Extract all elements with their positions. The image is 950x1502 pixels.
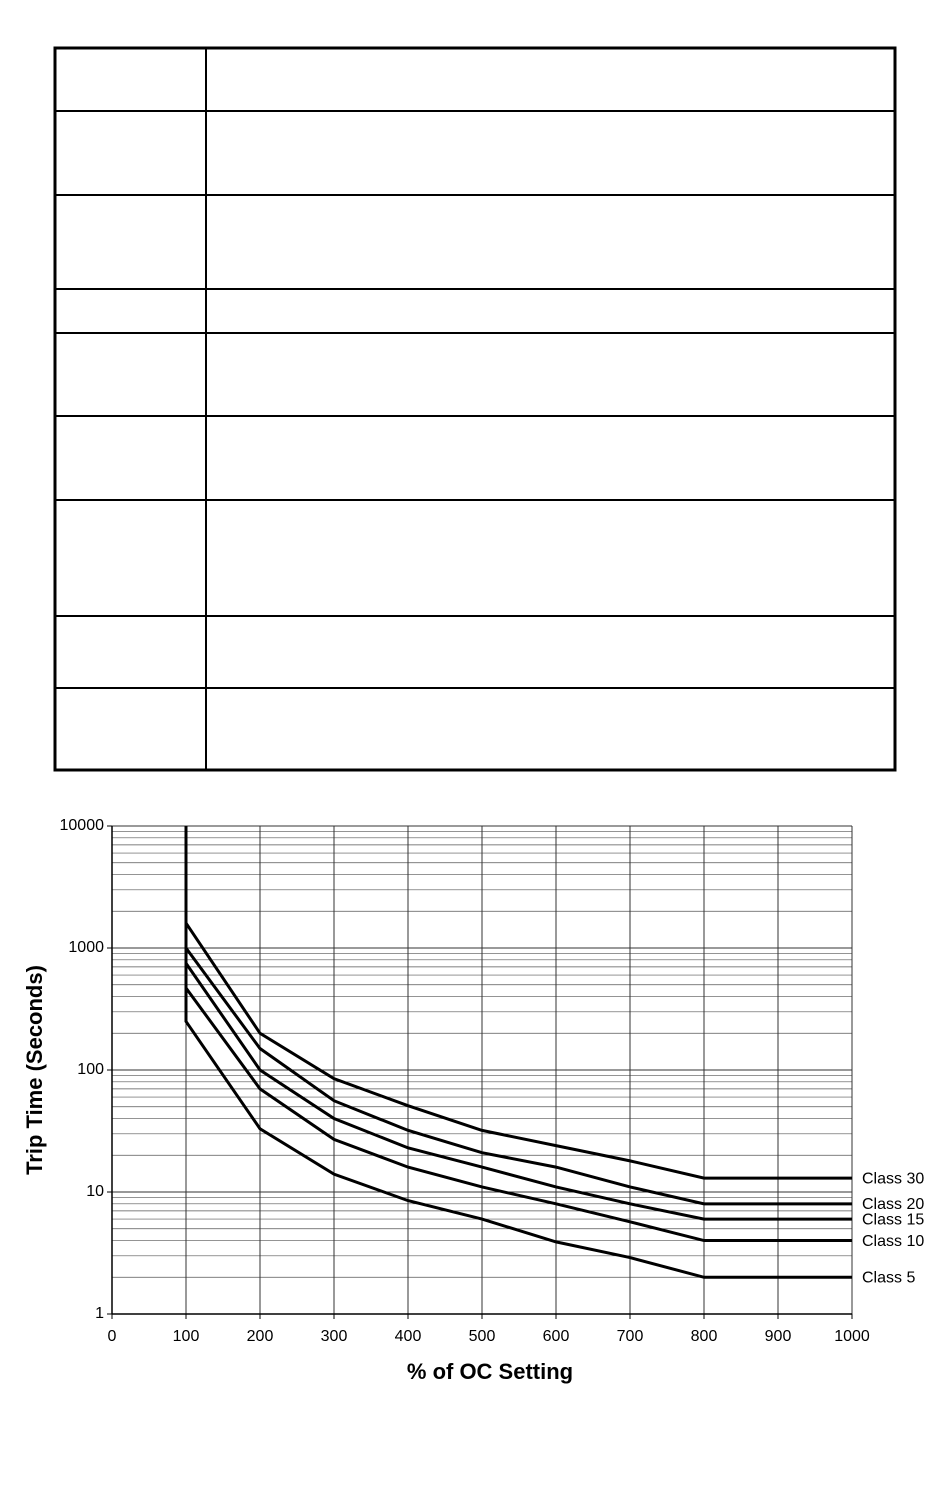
series-line [184, 826, 852, 1180]
x-tick-label: 800 [691, 1328, 718, 1345]
x-tick-label: 500 [469, 1328, 496, 1345]
series-line [184, 826, 852, 1243]
series-label: Class 10 [862, 1233, 924, 1250]
series-line [184, 826, 852, 1279]
x-tick-label: 900 [765, 1328, 792, 1345]
x-tick-label: 400 [395, 1328, 422, 1345]
x-axis-label: % of OC Setting [407, 1359, 573, 1384]
y-tick-label: 10 [86, 1183, 104, 1200]
series-label: Class 30 [862, 1170, 924, 1187]
y-tick-label: 1 [95, 1305, 104, 1322]
x-tick-label: 700 [617, 1328, 644, 1345]
series-line [184, 826, 852, 1206]
x-tick-label: 200 [247, 1328, 274, 1345]
x-tick-label: 300 [321, 1328, 348, 1345]
y-tick-label: 10000 [60, 817, 105, 834]
empty-table [53, 46, 897, 772]
series-label: Class 5 [862, 1269, 915, 1286]
x-tick-label: 1000 [834, 1328, 870, 1345]
x-tick-label: 600 [543, 1328, 570, 1345]
y-tick-label: 100 [77, 1061, 104, 1078]
table-border [53, 46, 897, 772]
y-axis-label: Trip Time (Seconds) [22, 965, 47, 1175]
x-tick-label: 100 [173, 1328, 200, 1345]
series-label: Class 15 [862, 1211, 924, 1228]
series-line [184, 826, 852, 1221]
x-tick-label: 0 [108, 1328, 117, 1345]
series-label: Class 20 [862, 1196, 924, 1213]
y-tick-label: 1000 [68, 939, 104, 956]
